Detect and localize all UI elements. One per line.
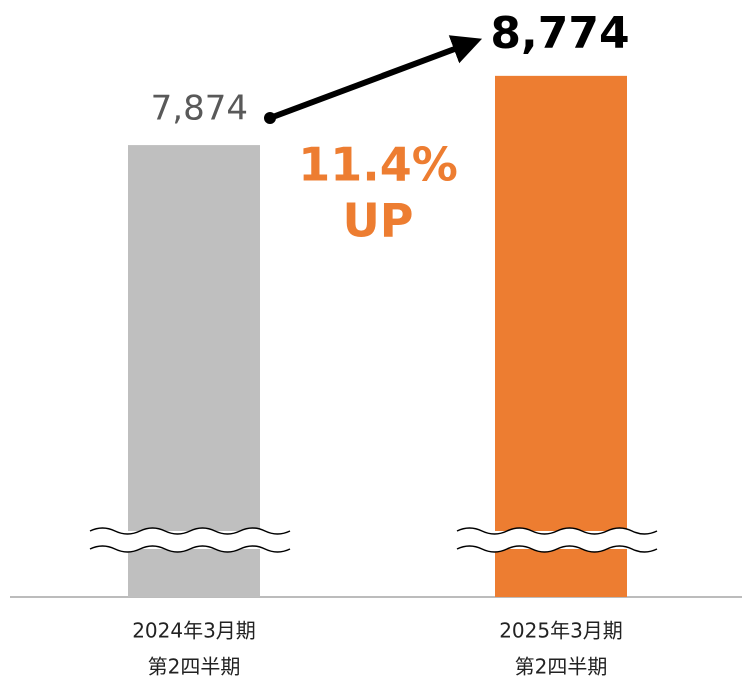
- break-line: [456, 527, 658, 535]
- break-fill: [90, 531, 290, 549]
- growth-annotation: 11.4%: [298, 138, 458, 192]
- value-label: 8,774: [490, 8, 629, 59]
- break-fill: [457, 531, 657, 549]
- x-tick-label: 2024年3月期: [132, 619, 256, 643]
- break-line: [456, 545, 658, 553]
- growth-arrow: [268, 35, 483, 121]
- value-label: 7,874: [151, 89, 248, 129]
- break-line: [89, 527, 291, 535]
- x-tick-label: 2025年3月期: [499, 619, 623, 643]
- x-tick-label: 第2四半期: [148, 655, 241, 678]
- break-line: [89, 545, 291, 553]
- growth-annotation: UP: [342, 194, 413, 248]
- x-tick-label: 第2四半期: [515, 655, 608, 678]
- bar: [495, 75, 627, 598]
- bar: [128, 145, 260, 597]
